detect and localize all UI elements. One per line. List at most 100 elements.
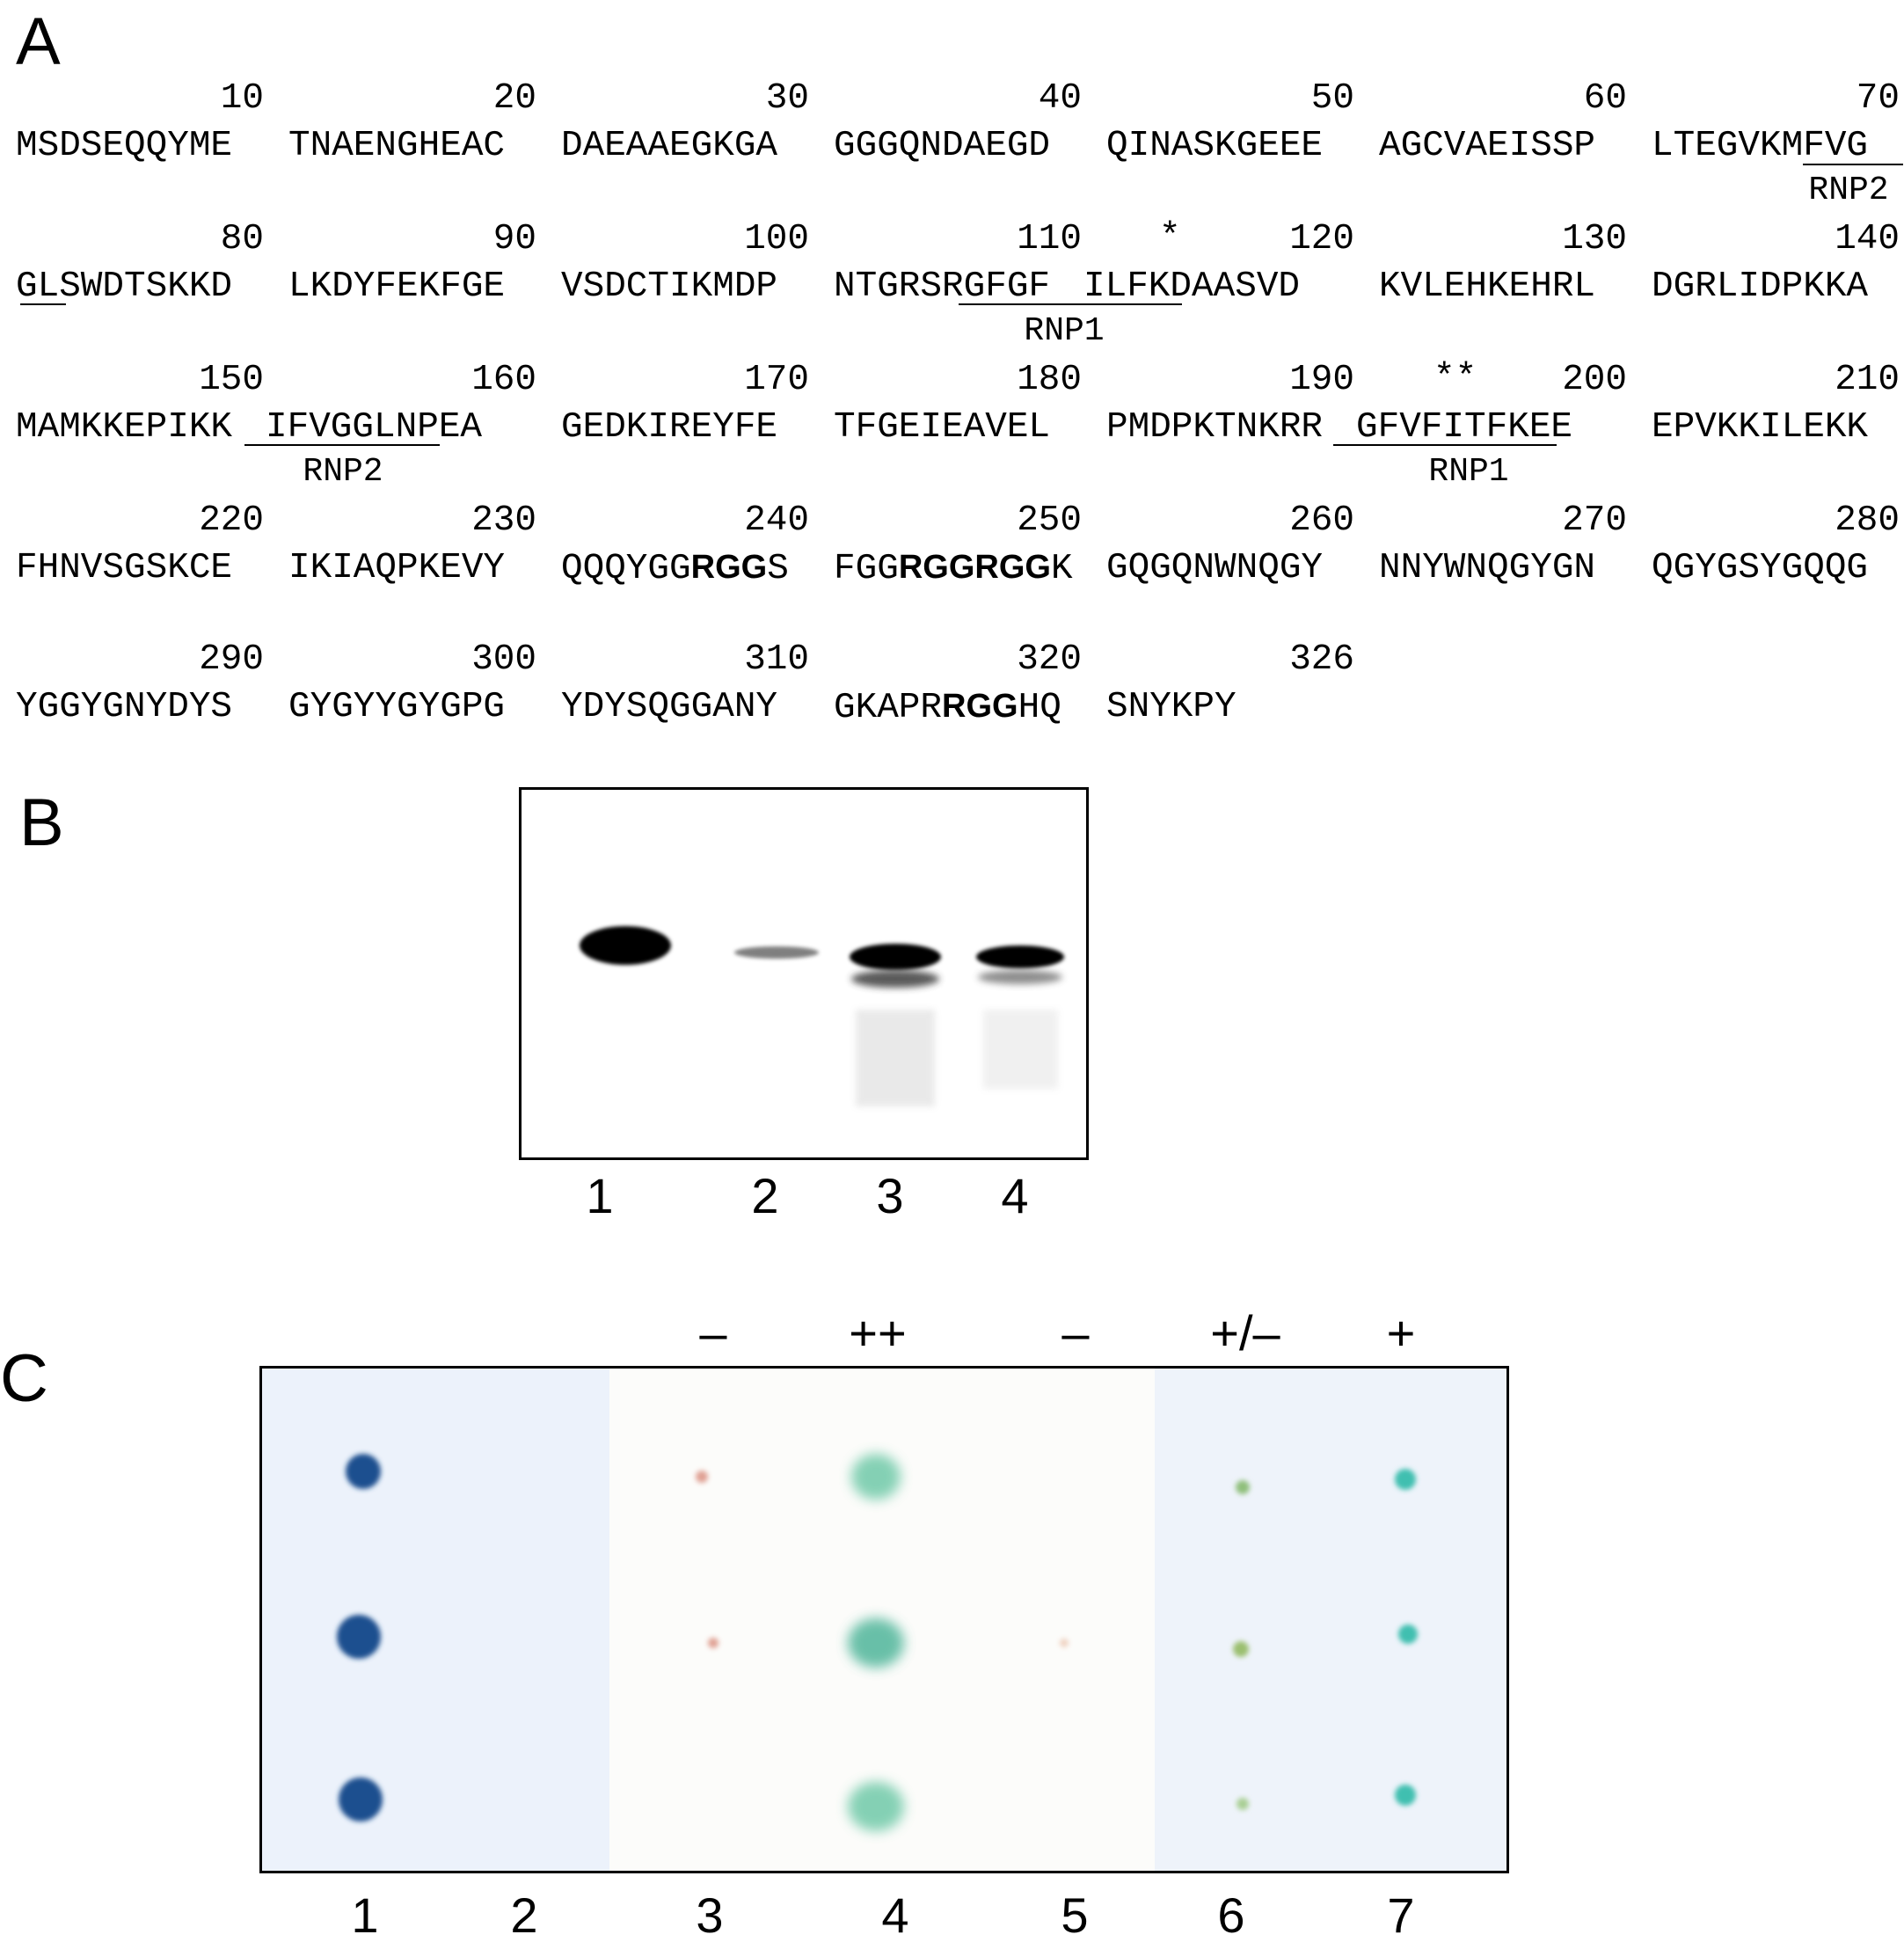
gel-smear-lane-4	[983, 1010, 1058, 1089]
gel-lane-label-1: 1	[586, 1168, 614, 1223]
residue-position-number: 40	[1038, 78, 1082, 119]
residue-position-number: 140	[1835, 219, 1900, 259]
rnp2-underline-1a	[1803, 164, 1903, 165]
grade-lane-4: ++	[849, 1305, 907, 1361]
residue-position-number: 70	[1856, 78, 1900, 119]
gel-band-lane-4-lower	[978, 970, 1062, 984]
grade-lane-5: –	[1061, 1305, 1090, 1361]
gel-lane-label-4: 4	[1001, 1168, 1029, 1223]
blot-strip-left	[262, 1369, 609, 1871]
sequence-block: 260 GQGQNWNQGY	[1106, 503, 1354, 600]
sequence-block: 320 GKAPRRGGHQ	[834, 642, 1082, 739]
sequence-block: 200 GFVFITFKEE	[1356, 362, 1627, 459]
residue-position-number: 240	[744, 500, 809, 541]
grade-lane-7: +	[1386, 1305, 1416, 1361]
sequence-segment: EPVKKILEKK	[1652, 407, 1869, 448]
sequence-block: 180 TFGEIEAVEL	[834, 362, 1082, 459]
sequence-segment: SNYKPY	[1106, 687, 1237, 727]
residue-position-number: 210	[1835, 360, 1900, 400]
blot-spot-lane-6-row-1	[1236, 1480, 1250, 1494]
residue-position-number: 290	[199, 639, 264, 680]
sequence-block: 230 IKIAQPKEVY	[288, 503, 536, 600]
sequence-segment: FHNVSGSKCE	[16, 548, 233, 588]
residue-position-number: 110	[1017, 219, 1082, 259]
blot-spot-lane-3-row-1	[696, 1471, 708, 1483]
blot-spot-lane-4-row-3	[848, 1782, 904, 1831]
rnp1-underline-1	[959, 303, 1182, 305]
residue-position-number: 100	[744, 219, 809, 259]
residue-position-number: 20	[492, 78, 536, 119]
sequence-block: 160 IFVGGLNPEA	[266, 360, 536, 459]
sequence-segment: GQGQNWNQGY	[1106, 548, 1324, 588]
sequence-block: 20 TNAENGHEAC	[288, 81, 536, 178]
sequence-segment: DGRLIDPKKA	[1652, 266, 1869, 307]
sequence-block: 60 AGCVAEISSP	[1379, 81, 1627, 178]
sequence-segment: QQQYGGRGGS	[561, 549, 789, 589]
sequence-block: 10 MSDSEQQYME	[16, 81, 264, 178]
gel-band-lane-1	[580, 926, 671, 965]
protein-sequence: 10 MSDSEQQYME 20 TNAENGHEAC 30 DAEAAEGKGA 40 GG…	[0, 0, 1904, 739]
residue-position-number: 326	[1289, 639, 1354, 680]
gel-smear-lane-3	[856, 1010, 935, 1106]
rgg-motif: RGGRGG	[898, 549, 1051, 586]
rgg-motif: RGG	[942, 688, 1018, 725]
gel-lane-label-2: 2	[751, 1168, 779, 1223]
residue-position-number: 300	[471, 639, 536, 680]
residue-position-number: 250	[1017, 500, 1082, 541]
gel-lane-label-3: 3	[876, 1168, 904, 1223]
sequence-segment: TNAENGHEAC	[288, 126, 506, 166]
residue-position-number: 260	[1289, 500, 1354, 541]
sequence-segment: AGCVAEISSP	[1379, 126, 1596, 166]
residue-position-number: 230	[471, 500, 536, 541]
sequence-segment: GKAPRRGGHQ	[834, 688, 1061, 728]
grade-lane-3: –	[699, 1305, 727, 1361]
dot-blot-image	[259, 1366, 1509, 1873]
sequence-segment: NNYWNQGYGN	[1379, 548, 1596, 588]
blot-spot-lane-1-row-3	[339, 1777, 383, 1821]
sequence-block: 40 GGGQNDAEGD	[834, 81, 1082, 178]
blot-lane-label-3: 3	[696, 1887, 724, 1943]
sequence-block: 310 YDYSQGGANY	[561, 642, 809, 739]
sequence-block: 250 FGGRGGRGGK	[834, 503, 1082, 600]
residue-position-number: 280	[1835, 500, 1900, 541]
residue-position-number: 30	[765, 78, 809, 119]
gel-band-lane-3	[850, 944, 941, 970]
gel-band-lane-4	[976, 945, 1064, 968]
residue-position-number: 50	[1310, 78, 1354, 119]
sequence-segment: GLSWDTSKKD	[16, 266, 233, 307]
sequence-block: 30 DAEAAEGKGA	[561, 81, 809, 178]
gel-bands	[580, 926, 1064, 1106]
sequence-block: 90 LKDYFEKFGE	[288, 222, 536, 318]
residue-position-number: 220	[199, 500, 264, 541]
residue-position-number: 160	[471, 360, 536, 400]
sequence-segment: GYGYYGYGPG	[288, 687, 506, 727]
sequence-segment: VSDCTIKMDP	[561, 266, 778, 307]
residue-position-number: 120	[1289, 219, 1354, 259]
sequence-segment: YGGYGNYDYS	[16, 687, 233, 727]
sequence-block: 150 MAMKKEPIKK	[16, 362, 264, 459]
sequence-block: 270 NNYWNQGYGN	[1379, 503, 1627, 600]
blot-spot-lane-7-row-1	[1395, 1469, 1416, 1490]
domain-label-rnp1-1: RNP1	[1024, 312, 1105, 350]
residue-position-number: 150	[199, 360, 264, 400]
blot-lane-label-1: 1	[351, 1887, 379, 1943]
blot-spot-lane-5-row-2	[1060, 1639, 1069, 1647]
residue-position-number: 80	[220, 219, 264, 259]
blot-spot-lane-4-row-2	[848, 1618, 904, 1668]
sequence-block: 290 YGGYGNYDYS	[16, 642, 264, 739]
blot-spot-lane-1-row-2	[337, 1615, 381, 1659]
blot-spot-lane-6-row-3	[1237, 1798, 1249, 1810]
residue-position-number: 10	[220, 78, 264, 119]
blot-spot-lane-7-row-2	[1398, 1624, 1418, 1644]
sequence-block: 326 SNYKPY	[1106, 642, 1354, 739]
sequence-segment: MSDSEQQYME	[16, 126, 233, 166]
rgg-motif: RGG	[690, 549, 768, 586]
sequence-segment: IFVGGLNPEA	[266, 407, 483, 448]
sequence-block: 210 EPVKKILEKK	[1652, 362, 1900, 459]
panel-a-letter: A	[16, 4, 61, 79]
blot-lane-label-5: 5	[1061, 1887, 1089, 1943]
residue-position-number: 180	[1017, 360, 1082, 400]
blot-spot-lane-1-row-1	[346, 1454, 381, 1489]
sequence-block: 280 QGYGSYGQQG	[1652, 503, 1900, 600]
sequence-segment: ILFKDAASVD	[1083, 266, 1301, 307]
